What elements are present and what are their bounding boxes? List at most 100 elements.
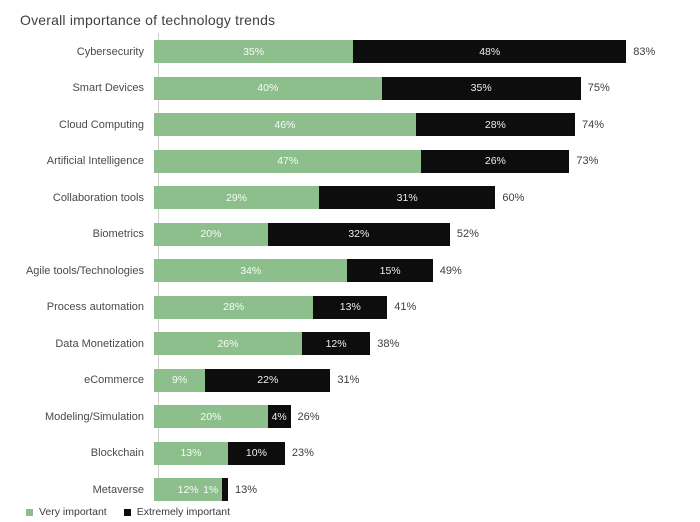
bar-segment-extremely-important: 32% [267, 222, 450, 246]
bar-track: 40% 35% 75% [154, 76, 610, 100]
total-value-label: 23% [291, 447, 314, 459]
bar-track: 20% 4% 26% [154, 405, 320, 428]
bar-segment-extremely-important: 4% [267, 405, 291, 428]
segment-value-label: 40% [257, 82, 279, 94]
total-value-label: 13% [234, 483, 257, 496]
segment-value-label: 26% [484, 155, 506, 167]
bar-segment-very-important: 46% [154, 113, 416, 136]
bar-segment-extremely-important: 26% [421, 149, 570, 173]
category-label: Cloud Computing [59, 118, 144, 131]
chart-title: Overall importance of technology trends [20, 12, 276, 28]
category-label: Data Monetization [55, 337, 144, 350]
segment-value-label: 12% [325, 337, 347, 350]
bar-segment-extremely-important: 12% [301, 332, 371, 355]
bar-row: Process automation 28% 13% 41% [0, 295, 700, 319]
bar-segment-very-important: 26% [154, 332, 302, 355]
bar-row: Data Monetization 26% 12% 38% [0, 332, 700, 355]
total-value-label: 41% [394, 301, 417, 313]
segment-value-label: 34% [240, 264, 262, 277]
category-label: Cybersecurity [76, 45, 144, 58]
category-label: Smart Devices [72, 82, 144, 94]
bar-segment-very-important: 40% [154, 76, 382, 100]
segment-value-label: 35% [470, 82, 492, 94]
category-label: Artificial Intelligence [46, 155, 144, 167]
bar-segment-very-important: 29% [154, 186, 319, 209]
bar-track: 9% 22% 31% [154, 368, 360, 392]
bar-segment-very-important: 35% [154, 40, 354, 63]
segment-value-label: 26% [217, 337, 239, 350]
bar-row: Modeling/Simulation 20% 4% 26% [0, 405, 700, 428]
bar-segment-extremely-important: 31% [319, 186, 496, 209]
bar-track: 34% 15% 49% [154, 259, 462, 282]
bar-row: Biometrics 20% 32% 52% [0, 222, 700, 246]
total-value-label: 49% [439, 264, 462, 277]
segment-value-label: 48% [479, 45, 501, 58]
segment-value-label: 28% [484, 118, 506, 131]
bar-segment-extremely-important: 48% [353, 40, 627, 63]
bar-row: Collaboration tools 29% 31% 60% [0, 186, 700, 209]
total-value-label: 74% [582, 118, 605, 131]
total-value-label: 31% [337, 374, 360, 386]
segment-value-label: 20% [200, 410, 222, 423]
legend-item-extremely-important: Extremely important [123, 506, 231, 518]
bar-row: Agile tools/Technologies 34% 15% 49% [0, 259, 700, 282]
segment-value-label: 46% [274, 118, 296, 131]
plot-area: Cybersecurity 35% 48% 83% Smart Devices 40% 35… [0, 33, 700, 502]
segment-value-label: 20% [200, 228, 222, 240]
bar-segment-extremely-important: 35% [381, 76, 581, 100]
total-value-label: 83% [633, 45, 656, 58]
bar-segment-very-important: 13% [154, 441, 228, 465]
segment-value-label: 28% [223, 301, 245, 313]
category-label: Agile tools/Technologies [25, 264, 144, 277]
bar-row: Cloud Computing 46% 28% 74% [0, 113, 700, 136]
segment-value-label: 13% [339, 301, 361, 313]
segment-value-label: 15% [379, 264, 401, 277]
segment-value-label: 47% [277, 155, 299, 167]
bar-segment-very-important: 47% [154, 149, 422, 173]
category-label: Modeling/Simulation [44, 410, 144, 423]
category-label: Metaverse [92, 483, 144, 496]
segment-value-label: 12% [177, 483, 199, 496]
segment-value-label: 13% [180, 447, 202, 459]
legend-swatch-icon [123, 508, 131, 516]
bar-segment-extremely-important: 13% [313, 295, 388, 319]
bar-track: 29% 31% 60% [154, 186, 524, 209]
legend-label: Extremely important [136, 506, 231, 518]
category-label: Blockchain [90, 447, 144, 459]
segment-value-label: 9% [172, 374, 188, 386]
legend-swatch-icon [26, 508, 33, 516]
segment-value-label: 1% [203, 483, 219, 496]
category-label: Biometrics [92, 228, 144, 240]
bar-segment-very-important: 20% [154, 222, 268, 246]
total-value-label: 52% [456, 228, 479, 240]
bar-segment-very-important: 34% [154, 259, 348, 282]
total-value-label: 26% [297, 410, 320, 423]
bar-segment-extremely-important: 10% [227, 441, 285, 465]
category-label: Collaboration tools [52, 191, 144, 204]
bar-track: 35% 48% 83% [154, 40, 655, 63]
segment-value-label: 22% [257, 374, 279, 386]
segment-value-label: 10% [245, 447, 267, 459]
bar-segment-very-important: 28% [154, 295, 314, 319]
total-value-label: 60% [502, 191, 525, 204]
bar-segment-very-important: 12% [154, 478, 223, 501]
bar-rows: Cybersecurity 35% 48% 83% Smart Devices 40% 35… [0, 40, 700, 501]
legend-label: Very important [39, 506, 107, 518]
bar-track: 28% 13% 41% [154, 295, 417, 319]
segment-value-label: 35% [243, 45, 265, 58]
bar-row: Cybersecurity 35% 48% 83% [0, 40, 700, 63]
total-value-label: 38% [377, 337, 400, 350]
bar-track: 20% 32% 52% [154, 222, 479, 246]
category-label: eCommerce [84, 374, 144, 386]
bar-segment-extremely-important: 1% [203, 478, 228, 501]
bar-row: Artificial Intelligence 47% 26% 73% [0, 149, 700, 173]
bar-segment-extremely-important: 22% [205, 368, 331, 392]
segment-value-label: 29% [225, 191, 247, 204]
bar-track: 12% 1% 13% [154, 478, 257, 501]
bar-segment-very-important: 20% [154, 405, 268, 428]
bar-segment-extremely-important: 15% [347, 259, 433, 282]
bar-row: eCommerce 9% 22% 31% [0, 368, 700, 392]
segment-value-label: 32% [348, 228, 370, 240]
bar-segment-very-important: 9% [154, 368, 206, 392]
